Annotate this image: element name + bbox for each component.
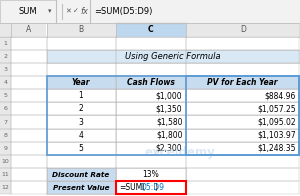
Bar xyxy=(0,50,11,63)
Bar xyxy=(46,181,116,194)
Text: 3: 3 xyxy=(4,67,8,72)
Bar xyxy=(0,142,11,155)
Text: =SUM(: =SUM( xyxy=(119,183,146,192)
Text: 5: 5 xyxy=(79,144,83,153)
Bar xyxy=(46,168,116,181)
Text: 5: 5 xyxy=(4,93,8,98)
Text: 2: 2 xyxy=(4,54,8,59)
Text: PV for Each Year: PV for Each Year xyxy=(208,78,278,87)
Text: SUM: SUM xyxy=(18,7,37,16)
Text: ): ) xyxy=(154,183,158,192)
Text: 2: 2 xyxy=(79,104,83,113)
Text: $1,248.35: $1,248.35 xyxy=(257,144,296,153)
Bar xyxy=(11,89,299,102)
Text: Using Generic Formula: Using Generic Formula xyxy=(125,52,221,61)
Bar xyxy=(0,102,11,115)
Text: 10: 10 xyxy=(2,159,10,164)
Bar xyxy=(11,129,299,142)
Bar xyxy=(116,181,186,194)
Text: $1,057.25: $1,057.25 xyxy=(257,104,296,113)
Text: ✓: ✓ xyxy=(73,8,79,14)
Bar xyxy=(0,0,300,23)
Bar xyxy=(11,63,299,76)
Bar xyxy=(0,23,11,37)
Bar xyxy=(116,76,186,89)
Bar xyxy=(186,23,299,37)
Text: 3: 3 xyxy=(79,118,83,126)
Text: 9: 9 xyxy=(4,146,8,151)
Bar xyxy=(46,76,299,155)
Bar xyxy=(0,155,11,168)
Bar xyxy=(11,142,299,155)
Text: 1: 1 xyxy=(4,41,8,46)
Text: A: A xyxy=(26,25,32,34)
Bar xyxy=(0,181,11,194)
Text: D5:D9: D5:D9 xyxy=(141,183,165,192)
Text: ▾: ▾ xyxy=(48,8,51,14)
Bar xyxy=(0,129,11,142)
Bar xyxy=(11,115,299,129)
Text: $1,800: $1,800 xyxy=(156,131,182,140)
Text: $2,300: $2,300 xyxy=(156,144,182,153)
Bar xyxy=(11,102,299,115)
Text: 1: 1 xyxy=(79,91,83,100)
Text: fx: fx xyxy=(81,7,88,16)
Bar xyxy=(11,181,299,194)
Text: 8: 8 xyxy=(4,133,8,138)
Bar xyxy=(116,181,186,194)
Text: C: C xyxy=(148,25,154,34)
Bar xyxy=(0,168,11,181)
Bar xyxy=(0,115,11,129)
Text: $1,350: $1,350 xyxy=(156,104,182,113)
Text: 7: 7 xyxy=(4,120,8,124)
Text: 13%: 13% xyxy=(142,170,159,179)
Text: 6: 6 xyxy=(4,106,8,111)
Bar xyxy=(46,23,116,37)
Bar xyxy=(11,168,299,181)
Bar xyxy=(11,37,299,50)
Text: 4: 4 xyxy=(79,131,83,140)
Text: $884.96: $884.96 xyxy=(264,91,296,100)
Bar xyxy=(0,89,11,102)
Bar xyxy=(0,37,11,50)
Bar xyxy=(0,63,11,76)
Text: ✕: ✕ xyxy=(65,8,71,14)
Text: Year: Year xyxy=(72,78,90,87)
Bar xyxy=(11,50,299,63)
Bar xyxy=(11,155,299,168)
Text: exceldemy: exceldemy xyxy=(145,146,215,159)
Bar xyxy=(11,76,299,89)
Text: B: B xyxy=(78,25,84,34)
Text: Discount Rate: Discount Rate xyxy=(52,172,110,178)
Text: =SUM(D5:D9): =SUM(D5:D9) xyxy=(94,7,153,16)
Bar xyxy=(11,23,46,37)
Bar xyxy=(186,76,299,89)
Text: $1,580: $1,580 xyxy=(156,118,182,126)
Text: 12: 12 xyxy=(2,185,10,190)
Bar xyxy=(116,23,186,37)
Text: 11: 11 xyxy=(2,172,10,177)
Bar xyxy=(0,76,11,89)
Bar xyxy=(0,0,56,23)
Text: Cash Flows: Cash Flows xyxy=(127,78,175,87)
Text: $1,000: $1,000 xyxy=(156,91,182,100)
Text: $1,095.02: $1,095.02 xyxy=(257,118,296,126)
Text: D: D xyxy=(240,25,246,34)
Text: $1,103.97: $1,103.97 xyxy=(257,131,296,140)
Bar xyxy=(46,76,116,89)
Bar xyxy=(46,50,299,63)
Text: 4: 4 xyxy=(4,80,8,85)
Text: Present Value: Present Value xyxy=(53,185,109,191)
